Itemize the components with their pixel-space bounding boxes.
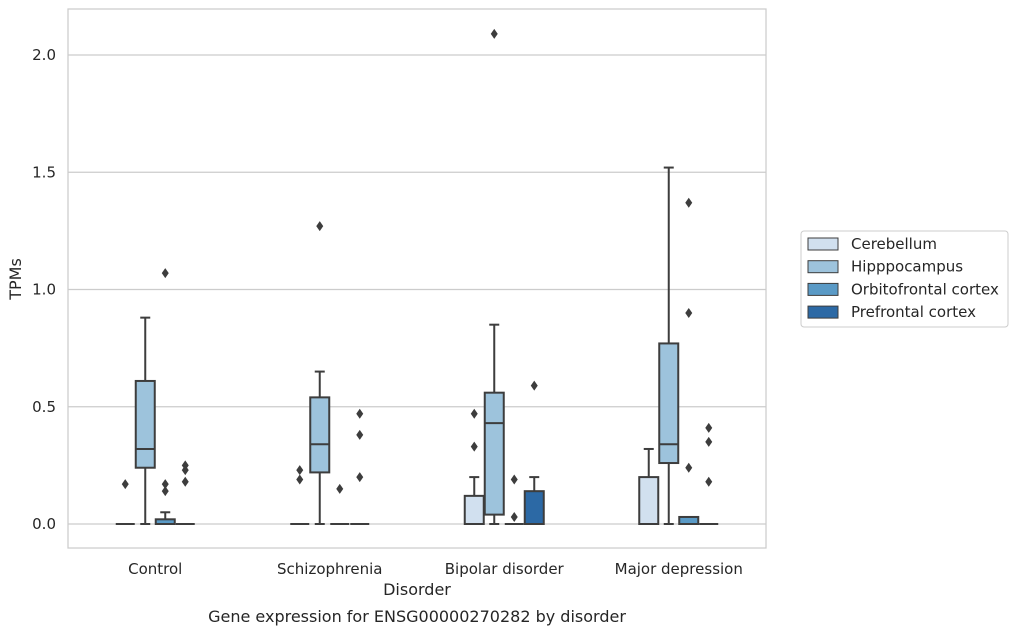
- y-tick-label: 0.5: [32, 398, 56, 416]
- legend-label: Orbitofrontal cortex: [851, 280, 999, 298]
- box-hipppocampus-major-depression: [658, 166, 680, 525]
- outlier-point: [705, 422, 713, 433]
- box-prefrontal-cortex-major-depression: [699, 422, 719, 525]
- box-cerebellum-control: [115, 479, 135, 525]
- x-tick-label-bipolar-disorder: Bipolar disorder: [445, 560, 565, 578]
- box-iqr: [638, 476, 660, 526]
- box-orbitofrontal-cortex-bipolar-disorder: [504, 474, 524, 525]
- box-prefrontal-cortex-schizophrenia: [350, 408, 370, 525]
- outlier-point: [685, 462, 693, 473]
- box-cerebellum-schizophrenia: [290, 465, 310, 525]
- y-axis-title: TPMs: [6, 258, 25, 301]
- x-tick-label-major-depression: Major depression: [615, 560, 743, 578]
- box-hipppocampus-bipolar-disorder: [483, 28, 505, 525]
- box-iqr: [483, 391, 505, 516]
- x-tick-labels: Control Schizophrenia Bipolar disorder Majo…: [128, 560, 743, 578]
- legend-swatch: [807, 237, 839, 251]
- legend-item-orbitofrontal-cortex: Orbitofrontal cortex: [807, 280, 999, 298]
- legend-label: Cerebellum: [851, 235, 937, 253]
- outlier-point: [296, 465, 304, 476]
- box-series: [115, 28, 719, 526]
- legend-label: Hipppocampus: [851, 258, 963, 276]
- box-iqr: [309, 396, 331, 474]
- plot-frame: [67, 8, 767, 549]
- y-tick-labels: 0.0 0.5 1.0 1.5 2.0: [32, 46, 56, 533]
- y-tick-label: 0.0: [32, 515, 56, 533]
- outlier-point: [356, 429, 364, 440]
- outlier-point: [181, 476, 189, 487]
- outlier-point: [705, 436, 713, 447]
- outlier-point: [490, 28, 498, 39]
- legend-label: Prefrontal cortex: [851, 303, 976, 321]
- box-orbitofrontal-cortex-control: [154, 268, 176, 525]
- legend-swatch: [807, 305, 839, 319]
- outlier-point: [161, 479, 169, 490]
- legend-item-prefrontal-cortex: Prefrontal cortex: [807, 303, 976, 321]
- box-prefrontal-cortex-control: [175, 460, 195, 525]
- box-cerebellum-bipolar-disorder: [463, 408, 485, 525]
- outlier-point: [161, 486, 169, 497]
- outlier-point: [705, 476, 713, 487]
- legend: Cerebellum Hipppocampus Orbitofrontal cort…: [800, 230, 1009, 328]
- outlier-point: [356, 408, 364, 419]
- legend-swatch: [807, 260, 839, 274]
- legend-swatch: [807, 282, 839, 296]
- y-tick-label: 1.5: [32, 163, 56, 181]
- outlier-point: [470, 441, 478, 452]
- outlier-point: [685, 197, 693, 208]
- box-iqr: [678, 515, 700, 526]
- series-prefrontal-cortex: [175, 380, 719, 526]
- box-orbitofrontal-cortex-schizophrenia: [330, 483, 350, 525]
- box-hipppocampus-control: [134, 316, 156, 525]
- x-tick-label-schizophrenia: Schizophrenia: [277, 560, 382, 578]
- outlier-point: [336, 483, 344, 494]
- series-hipppocampus: [134, 28, 680, 525]
- outlier-point: [510, 511, 518, 522]
- box-iqr: [523, 490, 545, 526]
- outlier-point: [510, 474, 518, 485]
- series-orbitofrontal-cortex: [154, 197, 700, 526]
- outlier-point: [530, 380, 538, 391]
- box-iqr: [463, 494, 485, 525]
- x-tick-label-control: Control: [128, 560, 182, 578]
- series-cerebellum: [115, 408, 660, 526]
- outlier-point: [161, 268, 169, 279]
- box-hipppocampus-schizophrenia: [309, 221, 331, 525]
- outlier-point: [356, 472, 364, 483]
- outlier-point: [121, 479, 129, 490]
- box-iqr: [134, 379, 156, 469]
- outlier-point: [296, 474, 304, 485]
- box-prefrontal-cortex-bipolar-disorder: [523, 380, 545, 526]
- x-axis-title: Disorder: [383, 580, 451, 599]
- box-iqr: [658, 342, 680, 465]
- y-tick-label: 1.0: [32, 281, 56, 299]
- outlier-point: [181, 460, 189, 471]
- outlier-point: [685, 307, 693, 318]
- outlier-point: [316, 221, 324, 232]
- outlier-point: [470, 408, 478, 419]
- box-orbitofrontal-cortex-major-depression: [678, 197, 700, 526]
- legend-item-hipppocampus: Hipppocampus: [807, 258, 963, 276]
- legend-frame: [800, 230, 1009, 328]
- chart-caption: Gene expression for ENSG00000270282 by d…: [208, 607, 626, 626]
- box-cerebellum-major-depression: [638, 447, 660, 526]
- legend-item-cerebellum: Cerebellum: [807, 235, 937, 253]
- y-tick-label: 2.0: [32, 46, 56, 64]
